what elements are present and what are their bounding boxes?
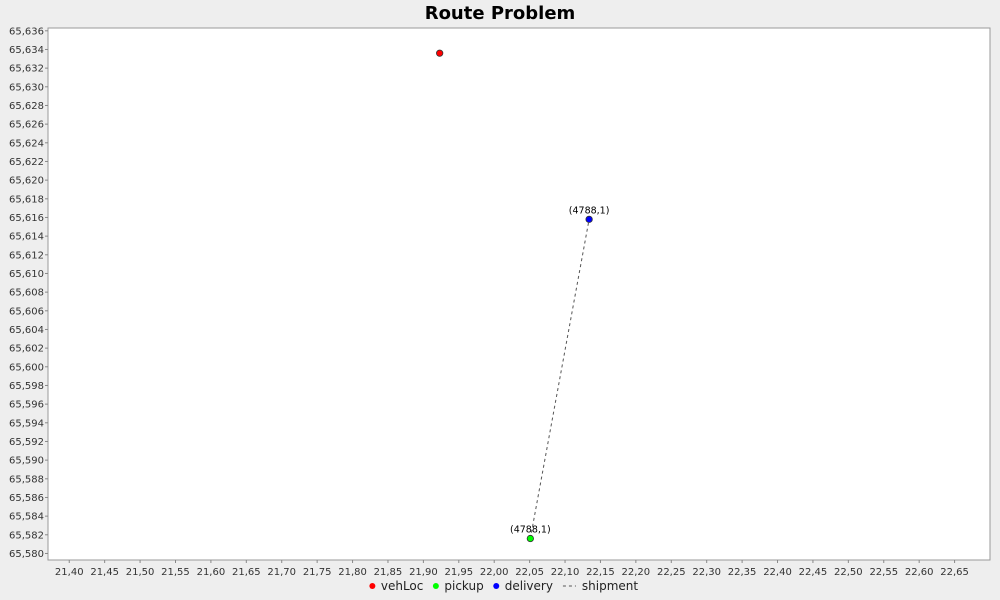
y-tick-label: 65,618 <box>9 194 44 205</box>
x-tick-label: 21,95 <box>444 567 473 578</box>
pickup-point-label: (4788,1) <box>510 525 551 536</box>
y-tick-label: 65,586 <box>9 493 44 504</box>
x-tick-label: 22,20 <box>622 567 651 578</box>
delivery-legend-label: delivery <box>505 579 553 593</box>
y-tick-label: 65,620 <box>9 176 44 187</box>
y-tick-label: 65,622 <box>9 157 44 168</box>
y-tick-label: 65,604 <box>9 325 44 336</box>
y-tick-label: 65,602 <box>9 344 44 355</box>
y-tick-label: 65,590 <box>9 456 44 467</box>
x-tick-label: 22,50 <box>834 567 863 578</box>
x-tick-label: 22,60 <box>905 567 934 578</box>
pickup-point <box>526 534 534 543</box>
x-tick-label: 22,15 <box>586 567 615 578</box>
y-tick-label: 65,580 <box>9 549 44 560</box>
x-tick-label: 22,05 <box>515 567 544 578</box>
x-tick-label: 21,70 <box>267 567 296 578</box>
y-tick-label: 65,592 <box>9 437 44 448</box>
y-tick-label: 65,582 <box>9 530 44 541</box>
y-tick-label: 65,624 <box>9 138 44 149</box>
vehLoc-legend-label: vehLoc <box>381 579 424 593</box>
x-tick-label: 22,10 <box>551 567 580 578</box>
x-tick-label: 21,50 <box>126 567 155 578</box>
shipment-legend-label: shipment <box>582 579 638 593</box>
delivery-point-label: (4788,1) <box>569 205 610 216</box>
y-tick-label: 65,616 <box>9 213 44 224</box>
y-tick-label: 65,584 <box>9 512 44 523</box>
y-tick-label: 65,630 <box>9 82 44 93</box>
x-tick-label: 21,60 <box>197 567 226 578</box>
x-tick-label: 22,30 <box>692 567 721 578</box>
y-tick-label: 65,636 <box>9 26 44 37</box>
x-tick-label: 22,35 <box>728 567 757 578</box>
y-tick-label: 65,608 <box>9 288 44 299</box>
plot-area <box>47 27 991 561</box>
x-tick-label: 21,40 <box>55 567 84 578</box>
x-tick-label: 22,40 <box>763 567 792 578</box>
y-tick-label: 65,606 <box>9 306 44 317</box>
y-axis: 65,580 65,582 65,584 65,586 65,588 65,590 65,5… <box>9 26 48 560</box>
delivery-legend-marker <box>493 583 500 589</box>
data-points: (4788,1) (4788,1) <box>436 49 610 543</box>
x-tick-label: 22,25 <box>657 567 686 578</box>
y-tick-label: 65,612 <box>9 250 44 261</box>
chart-title: Route Problem <box>425 3 576 24</box>
pickup-legend-label: pickup <box>444 579 483 593</box>
vehLoc-point <box>436 49 444 57</box>
y-tick-label: 65,632 <box>9 64 44 75</box>
x-tick-label: 21,55 <box>161 567 190 578</box>
legend: vehLoc pickup delivery shipment <box>369 579 638 593</box>
x-tick-label: 21,90 <box>409 567 438 578</box>
y-tick-label: 65,626 <box>9 120 44 131</box>
y-tick-label: 65,596 <box>9 400 44 411</box>
x-tick-label: 22,00 <box>480 567 509 578</box>
delivery-point <box>585 215 593 223</box>
x-tick-label: 21,65 <box>232 567 261 578</box>
y-tick-label: 65,600 <box>9 362 44 373</box>
x-tick-label: 22,55 <box>869 567 898 578</box>
y-tick-label: 65,588 <box>9 474 44 485</box>
x-tick-label: 22,65 <box>940 567 969 578</box>
y-tick-label: 65,628 <box>9 101 44 112</box>
vehLoc-legend-marker <box>369 583 376 589</box>
y-tick-label: 65,614 <box>9 232 44 243</box>
x-axis: 21,40 21,45 21,50 21,55 21,60 21,65 21,70 21,75… <box>55 560 969 578</box>
pickup-legend-marker <box>432 583 439 589</box>
shipment-lines <box>529 219 590 539</box>
x-tick-label: 21,75 <box>303 567 332 578</box>
x-tick-label: 21,45 <box>90 567 119 578</box>
y-tick-label: 65,634 <box>9 45 44 56</box>
x-tick-label: 21,80 <box>338 567 367 578</box>
y-tick-label: 65,598 <box>9 381 44 392</box>
y-tick-label: 65,610 <box>9 269 44 280</box>
x-tick-label: 22,45 <box>799 567 828 578</box>
x-tick-label: 21,85 <box>374 567 403 578</box>
y-tick-label: 65,594 <box>9 418 44 429</box>
shipment-line <box>529 219 590 539</box>
